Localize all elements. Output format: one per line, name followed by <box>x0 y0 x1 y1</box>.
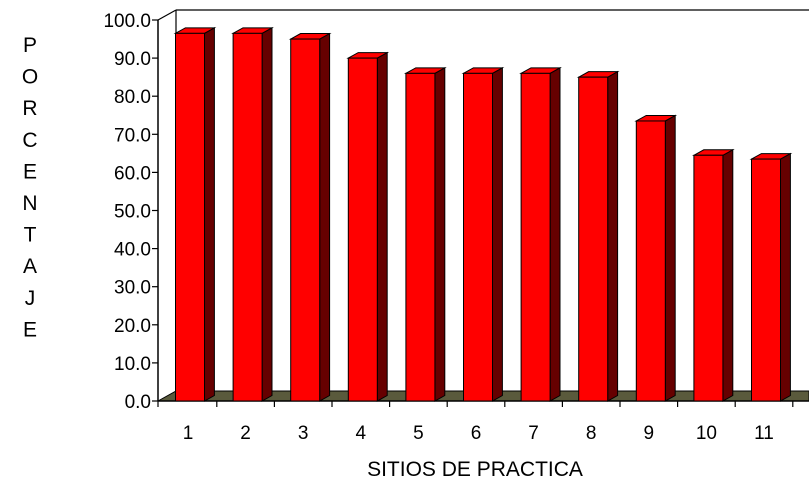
bar <box>346 51 390 402</box>
y-tick-label: 40.0 <box>114 240 151 261</box>
x-axis-title: SITIOS DE PRACTICA <box>367 458 583 481</box>
bar-side <box>434 66 446 402</box>
x-tick-label: 9 <box>644 423 655 444</box>
bar-side <box>722 148 734 402</box>
y-axis-title-letter: R <box>22 97 37 120</box>
bar <box>634 114 678 402</box>
y-tick-label: 60.0 <box>114 163 151 184</box>
bar-side <box>492 66 503 402</box>
bar <box>749 152 793 402</box>
bar <box>403 66 447 402</box>
y-axis-title-letter: C <box>22 129 37 152</box>
x-tick-label: 5 <box>413 423 424 444</box>
x-tick-label: 2 <box>240 423 251 444</box>
bar-front <box>175 32 205 402</box>
bar-front <box>635 120 666 402</box>
x-tick-label: 1 <box>183 423 194 444</box>
y-tick-label: 80.0 <box>114 87 151 108</box>
y-axis-ticks: 0.0 10.0 20.0 30.0 40.0 50.0 60.0 70.0 80.0 90.0 1… <box>103 11 158 413</box>
bar-front <box>232 32 263 402</box>
bar-front <box>463 72 493 402</box>
x-tick-label: 10 <box>696 423 717 444</box>
bar <box>231 26 274 402</box>
wall-corner-edge <box>157 9 177 21</box>
y-axis-title-letter: E <box>23 318 37 341</box>
x-tick-label: 11 <box>754 423 774 444</box>
bar-front <box>578 76 609 402</box>
bar-side <box>204 26 215 402</box>
y-tick-label: 20.0 <box>114 316 151 337</box>
y-axis-title-letter: J <box>25 287 36 310</box>
bar-front <box>405 72 436 402</box>
bar-side <box>549 66 561 402</box>
y-tick-label: 30.0 <box>114 278 151 299</box>
bar <box>288 32 332 402</box>
y-axis-title-letter: O <box>22 66 38 89</box>
bar-front <box>347 57 378 402</box>
y-tick-label: 10.0 <box>114 354 151 375</box>
y-tick-label: 70.0 <box>114 125 151 146</box>
x-tick-label: 3 <box>298 423 309 444</box>
bar-front <box>520 72 551 402</box>
x-axis-ticks: 1 2 3 4 5 6 7 8 9 10 11 <box>157 401 794 444</box>
bar-side <box>664 114 676 402</box>
bar <box>576 70 620 402</box>
bars <box>173 26 793 402</box>
y-axis-title-letter: P <box>23 34 37 57</box>
y-tick-label: 50.0 <box>114 202 151 223</box>
x-tick-label: 4 <box>356 423 367 444</box>
bar <box>173 26 217 402</box>
y-tick-label: 90.0 <box>114 49 151 70</box>
bar-side <box>780 152 791 402</box>
bar-front <box>751 158 781 402</box>
y-tick-label: 100.0 <box>103 11 151 32</box>
x-tick-label: 7 <box>528 423 539 444</box>
bar-side <box>319 32 331 402</box>
x-tick-label: 8 <box>586 423 597 444</box>
bar-side <box>261 26 273 402</box>
y-axis-title-letter: T <box>24 224 37 247</box>
bar-side <box>376 51 388 402</box>
y-axis-title-letter: A <box>23 255 37 278</box>
bar <box>691 148 735 402</box>
bar-front <box>693 154 724 402</box>
bar-side <box>607 70 619 402</box>
y-axis-title-letter: N <box>22 192 37 215</box>
x-tick-label: 6 <box>471 423 482 444</box>
bar <box>461 66 505 402</box>
y-tick-label: 0.0 <box>125 392 151 413</box>
y-axis-title-letter: E <box>23 160 37 183</box>
bar <box>519 66 562 402</box>
bar-front <box>290 38 321 402</box>
